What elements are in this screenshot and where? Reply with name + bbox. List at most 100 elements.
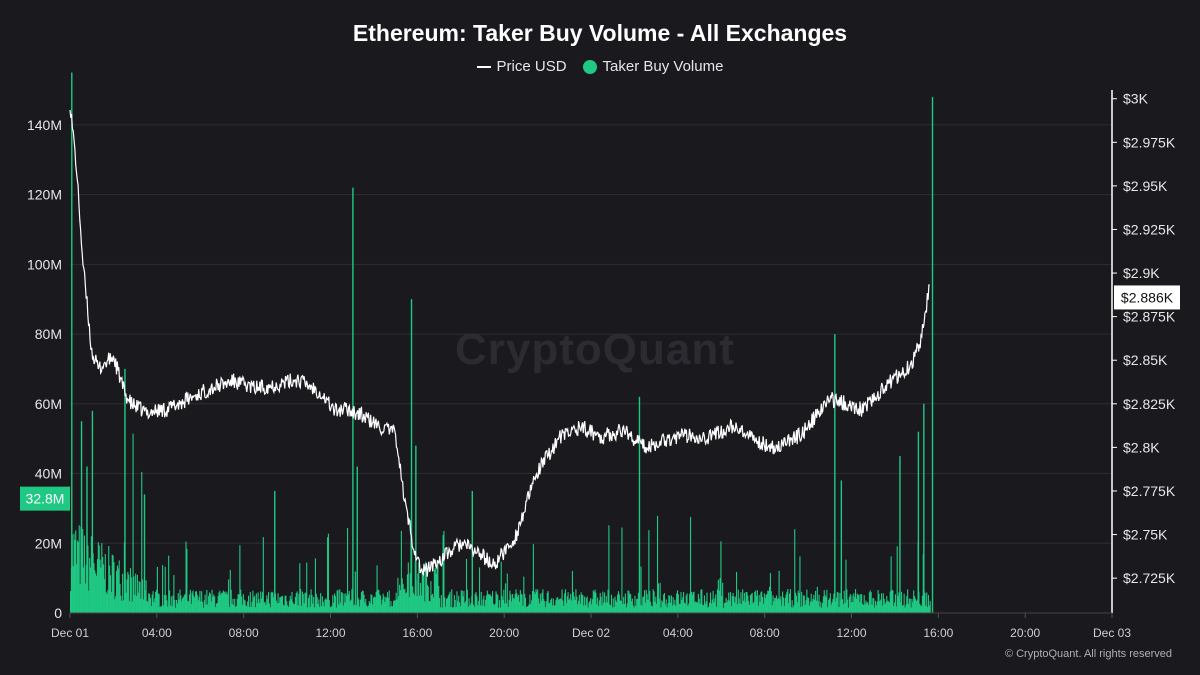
volume-bar [859, 602, 861, 613]
volume-bar [197, 600, 199, 613]
volume-bar [782, 597, 785, 613]
volume-bar [366, 606, 369, 613]
volume-bar [238, 594, 240, 613]
volume-bar [897, 596, 899, 613]
volume-bar [511, 601, 513, 613]
volume-bar [708, 606, 710, 613]
volume-bar [794, 529, 796, 613]
volume-bar [343, 593, 345, 613]
volume-bar [502, 599, 504, 613]
x-axis-tick-label: 20:00 [1010, 626, 1040, 640]
volume-bar [102, 564, 105, 613]
volume-bar [300, 605, 303, 613]
volume-bar [716, 589, 719, 613]
volume-bar [439, 607, 442, 613]
volume-bar [212, 596, 214, 613]
volume-bar [722, 582, 724, 613]
volume-bar [550, 599, 552, 613]
volume-bar [887, 600, 889, 613]
volume-bar [409, 573, 411, 613]
legend-item-volume[interactable]: Taker Buy Volume [582, 58, 723, 75]
volume-bar [363, 594, 365, 613]
volume-bar [79, 583, 81, 613]
volume-bar [191, 592, 193, 613]
volume-bar [292, 602, 294, 613]
volume-bar [718, 590, 720, 613]
volume-bar [440, 595, 442, 613]
volume-bar [312, 603, 314, 613]
volume-bar [219, 590, 221, 613]
volume-bar [746, 591, 748, 613]
volume-bar [254, 607, 257, 613]
volume-bar [227, 594, 229, 613]
volume-bar [441, 607, 443, 613]
volume-bar [770, 591, 772, 613]
volume-spike-bar [124, 368, 126, 613]
volume-bar [182, 598, 184, 613]
volume-bar [342, 605, 344, 613]
volume-bar [325, 598, 327, 613]
volume-bar [98, 545, 100, 613]
volume-bar [430, 581, 432, 613]
volume-bar [672, 597, 674, 613]
volume-bar [539, 593, 541, 613]
volume-bar [266, 595, 268, 613]
volume-bar [802, 595, 804, 613]
volume-bar [314, 607, 316, 613]
volume-bar [92, 553, 94, 613]
volume-bar [578, 594, 580, 613]
volume-bar [375, 591, 377, 613]
volume-bar [226, 591, 228, 613]
volume-bar [272, 592, 274, 613]
volume-bar [290, 599, 292, 613]
volume-bar [528, 604, 530, 613]
volume-bar [119, 583, 121, 613]
volume-bar [372, 604, 374, 613]
volume-bar [469, 605, 471, 613]
volume-bar [742, 589, 744, 613]
volume-bar [346, 595, 348, 613]
volume-bar [632, 605, 634, 613]
volume-bar [914, 598, 916, 613]
volume-bar [468, 598, 470, 613]
left-axis-tick-label: 60M [35, 396, 62, 412]
volume-bar [160, 606, 162, 613]
volume-bar [376, 565, 378, 613]
legend-item-price[interactable]: Price USD [476, 58, 567, 75]
volume-bar [639, 604, 641, 613]
volume-bar [484, 606, 486, 613]
chart-title: Ethereum: Taker Buy Volume - All Exchang… [352, 20, 848, 46]
volume-bar [836, 591, 838, 613]
volume-bar [275, 600, 277, 613]
volume-bar [163, 595, 165, 613]
volume-bar [204, 594, 206, 613]
volume-bar [194, 597, 196, 613]
volume-bar [87, 545, 89, 613]
volume-bar [182, 597, 184, 613]
volume-bar [693, 591, 695, 613]
volume-bar [234, 598, 236, 613]
volume-bar [217, 596, 219, 613]
volume-bar [768, 590, 770, 613]
volume-bar [760, 592, 762, 613]
volume-bar [597, 605, 600, 613]
volume-bar [443, 530, 445, 613]
volume-bar [559, 598, 561, 613]
volume-bar [832, 599, 834, 613]
volume-bar [664, 604, 666, 613]
volume-bar [168, 590, 171, 613]
volume-bar [775, 598, 777, 613]
volume-bar [214, 596, 216, 613]
volume-bar [763, 593, 765, 613]
volume-bar [629, 593, 631, 613]
volume-bar [564, 593, 566, 613]
volume-bar [707, 607, 709, 613]
volume-bar [828, 598, 831, 613]
volume-bar [890, 556, 892, 613]
volume-bar [767, 590, 769, 613]
volume-bar [699, 603, 701, 613]
volume-bar [320, 606, 323, 613]
volume-bar [648, 530, 650, 613]
volume-bar [155, 589, 158, 613]
